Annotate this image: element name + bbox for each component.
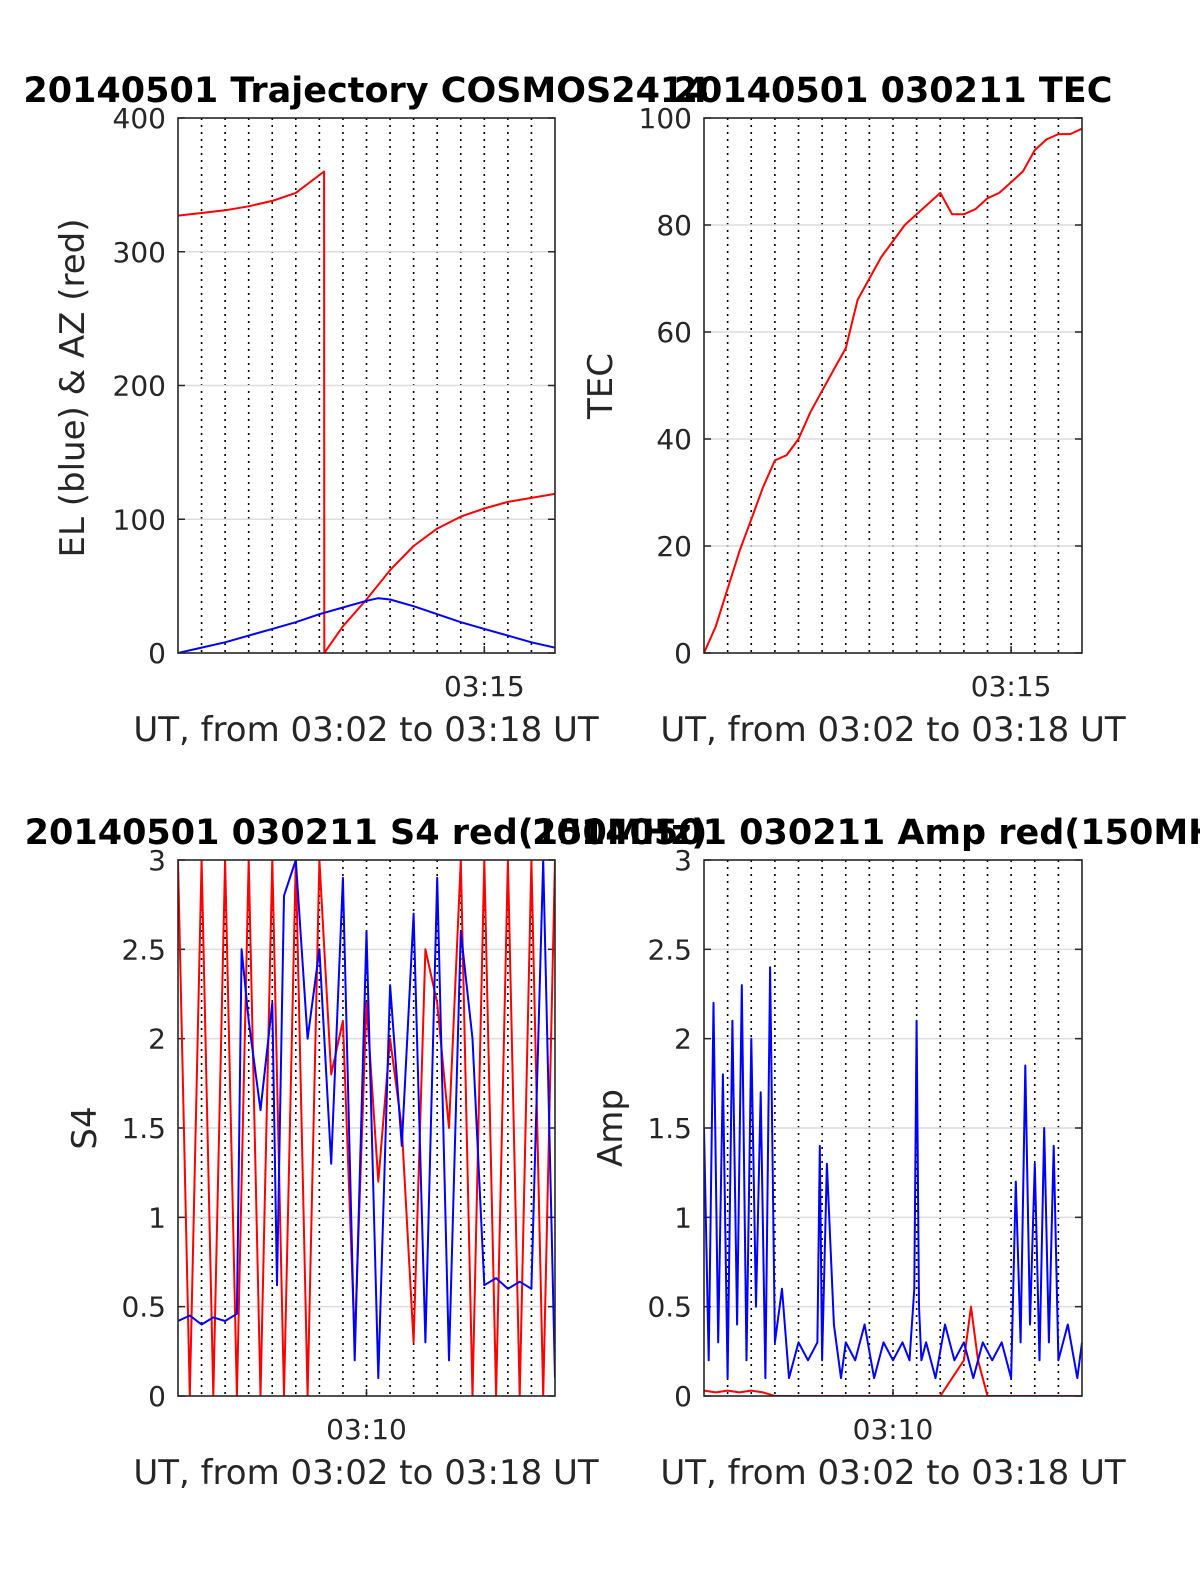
chart-title: 20140501 030211 TEC: [674, 71, 1113, 111]
y-tick-label: 1: [674, 1201, 692, 1234]
chart-title: 20140501 030211 S4 red(150MHz): [25, 813, 708, 853]
axes-box: [177, 859, 556, 1397]
y-tick-label: 0: [674, 1380, 692, 1413]
y-tick-label: 60: [656, 316, 692, 349]
y-axis-label: TEC: [581, 353, 621, 420]
y-axis-label: Amp: [591, 1089, 631, 1167]
y-tick-label: 0.5: [121, 1291, 166, 1324]
y-tick-label: 2.5: [647, 933, 692, 966]
axes-box: [703, 859, 1083, 1397]
panel-tec: 20140501 030211 TEC TEC UT, from 03:02 t…: [581, 71, 1126, 750]
series-line-2: [704, 966, 1082, 1380]
panel-s4: 20140501 030211 S4 red(150MHz) S4 UT, fr…: [25, 813, 708, 1493]
y-tick-label: 1.5: [647, 1112, 692, 1145]
x-tick-label: 03:10: [853, 1413, 934, 1446]
y-tick-label: 2.5: [121, 933, 166, 966]
y-tick-label: 0.5: [647, 1291, 692, 1324]
series-line-1: [704, 127, 1082, 653]
y-tick-label: 0: [674, 637, 692, 670]
y-tick-label: 100: [639, 102, 692, 135]
y-tick-label: 20: [656, 530, 692, 563]
plot-area: 0 100 200 300 400 03:15: [113, 102, 556, 703]
panel-trajectory: 20140501 Trajectory COSMOS2414 EL (blue)…: [23, 71, 708, 750]
y-tick-label: 40: [656, 423, 692, 456]
y-tick-label: 200: [113, 370, 166, 403]
y-tick-label: 3: [674, 844, 692, 877]
series-line-2: [178, 860, 555, 1380]
plot-area: 0 0.5 1 1.5 2 2.5 3 03:10: [121, 844, 556, 1446]
y-tick-label: 3: [148, 844, 166, 877]
x-tick-label: 03:15: [444, 670, 525, 703]
x-axis-label: UT, from 03:02 to 03:18 UT: [133, 1453, 599, 1493]
x-tick-label: 03:10: [326, 1413, 407, 1446]
y-tick-label: 1: [148, 1201, 166, 1234]
x-tick-label: 03:15: [971, 670, 1052, 703]
y-tick-label: 2: [674, 1023, 692, 1056]
x-axis-label: UT, from 03:02 to 03:18 UT: [660, 710, 1126, 750]
y-axis-label: S4: [65, 1106, 105, 1149]
y-tick-label: 1.5: [121, 1112, 166, 1145]
series-line-1: [704, 1305, 1082, 1396]
y-tick-label: 300: [113, 236, 166, 269]
series-line-2: [178, 597, 555, 653]
y-tick-label: 0: [148, 637, 166, 670]
x-axis-label: UT, from 03:02 to 03:18 UT: [133, 710, 599, 750]
y-tick-label: 80: [656, 209, 692, 242]
axes-box: [703, 117, 1083, 654]
panel-amp: 20140501 030211 Amp red(150MHz) Amp UT, …: [532, 813, 1200, 1493]
y-tick-label: 0: [148, 1380, 166, 1413]
y-tick-label: 400: [113, 102, 166, 135]
chart-title: 20140501 030211 Amp red(150MHz): [532, 813, 1200, 853]
y-tick-label: 2: [148, 1023, 166, 1056]
plot-area: 0 0.5 1 1.5 2 2.5 3 03:10: [647, 844, 1083, 1446]
y-axis-label: EL (blue) & AZ (red): [53, 218, 93, 557]
series-line-1: [178, 170, 555, 653]
y-tick-label: 100: [113, 503, 166, 536]
series-line-1: [178, 860, 555, 1396]
chart-title: 20140501 Trajectory COSMOS2414: [23, 71, 708, 111]
axes-box: [177, 117, 556, 654]
plot-area: 0 20 40 60 80 100 03:15: [639, 102, 1083, 703]
x-axis-label: UT, from 03:02 to 03:18 UT: [660, 1453, 1126, 1493]
